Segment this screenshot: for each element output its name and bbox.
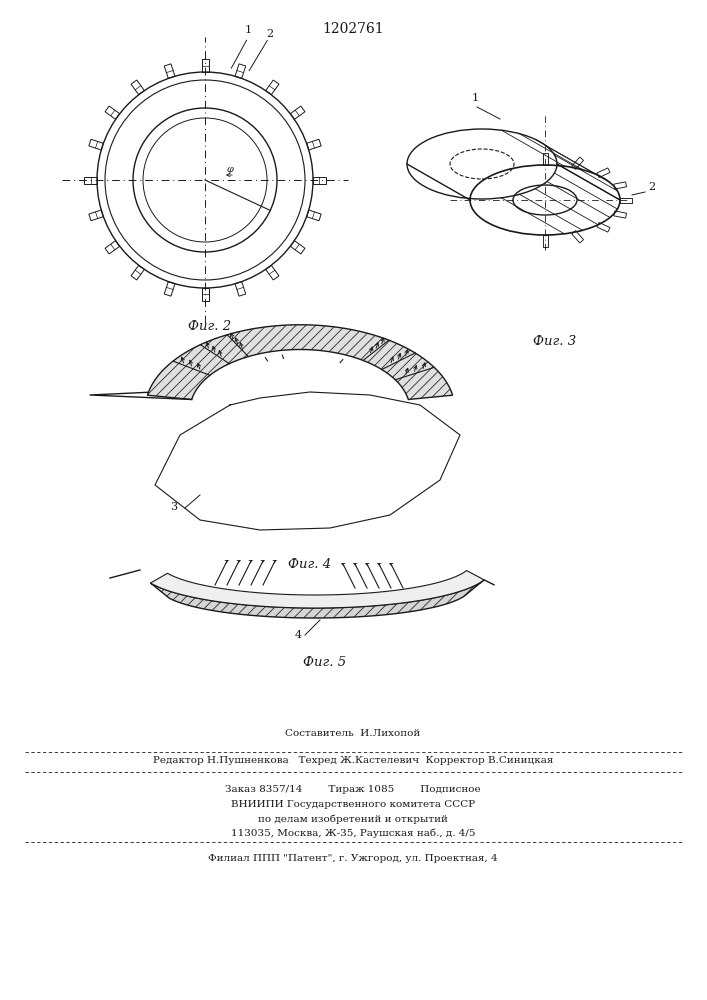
Text: 113035, Москва, Ж-35, Раушская наб., д. 4/5: 113035, Москва, Ж-35, Раушская наб., д. … bbox=[230, 828, 475, 838]
Text: Фиг. 5: Фиг. 5 bbox=[303, 656, 346, 669]
Text: Редактор Н.Пушненкова   Техред Ж.Кастелевич  Корректор В.Синицкая: Редактор Н.Пушненкова Техред Ж.Кастелеви… bbox=[153, 756, 553, 765]
Text: Фиг. 2: Фиг. 2 bbox=[189, 320, 232, 333]
Text: ВНИИПИ Государственного комитета СССР: ВНИИПИ Государственного комитета СССР bbox=[231, 800, 475, 809]
Text: 2: 2 bbox=[648, 182, 655, 192]
Text: 1: 1 bbox=[472, 93, 479, 103]
Polygon shape bbox=[151, 571, 484, 608]
Text: 1: 1 bbox=[245, 25, 252, 35]
Text: φ: φ bbox=[227, 165, 234, 174]
Text: Фиг. 4: Фиг. 4 bbox=[288, 558, 332, 571]
Text: Филиал ППП "Патент", г. Ужгород, ул. Проектная, 4: Филиал ППП "Патент", г. Ужгород, ул. Про… bbox=[208, 854, 498, 863]
Text: 2: 2 bbox=[267, 29, 274, 39]
Text: Составитель  И.Лихопой: Составитель И.Лихопой bbox=[286, 729, 421, 738]
Text: 3: 3 bbox=[170, 502, 177, 512]
Text: Заказ 8357/14        Тираж 1085        Подписное: Заказ 8357/14 Тираж 1085 Подписное bbox=[226, 785, 481, 794]
Text: 4: 4 bbox=[295, 630, 302, 640]
Text: Фиг. 3: Фиг. 3 bbox=[534, 335, 577, 348]
Text: 1202761: 1202761 bbox=[322, 22, 384, 36]
Polygon shape bbox=[147, 325, 452, 399]
Polygon shape bbox=[151, 580, 484, 618]
Text: по делам изобретений и открытий: по делам изобретений и открытий bbox=[258, 814, 448, 824]
